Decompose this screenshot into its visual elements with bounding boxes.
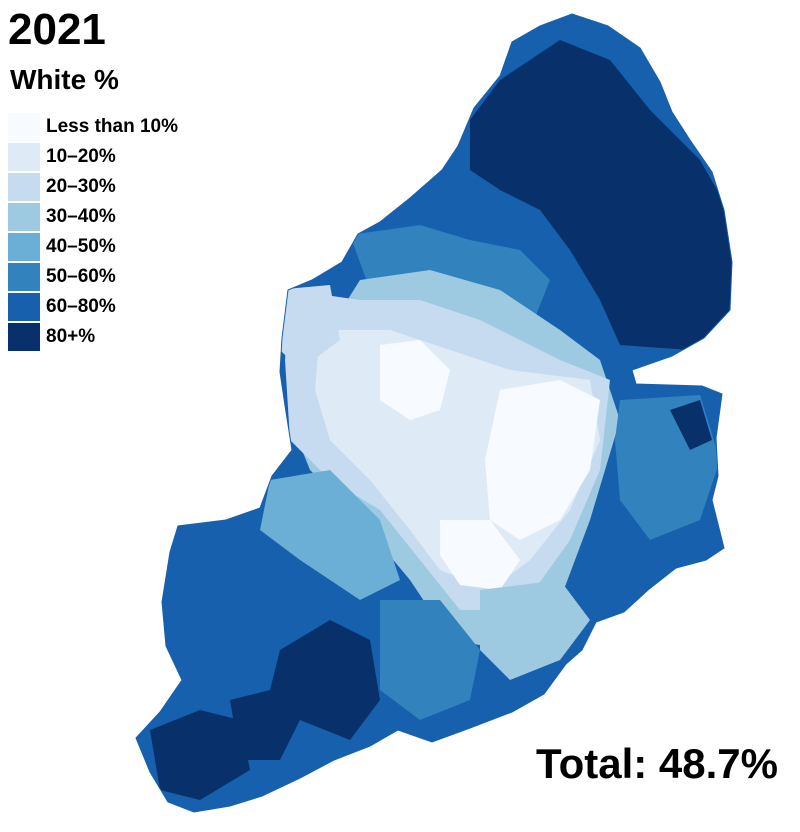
legend-label: 20–30% [46, 176, 116, 197]
legend-item: 80+% [8, 322, 178, 352]
region-w-light [275, 285, 340, 370]
region-west-40-50 [260, 470, 400, 600]
legend-swatch [8, 143, 40, 171]
legend-label: 30–40% [46, 206, 116, 227]
map-title: 2021 [8, 5, 106, 54]
legend-item: Less than 10% [8, 112, 178, 142]
region-sw-dark-1 [270, 620, 380, 740]
legend-swatch [8, 173, 40, 201]
legend-swatch [8, 233, 40, 261]
legend-item: 40–50% [8, 232, 178, 262]
region-core-lt10 [380, 340, 450, 420]
map-subtitle: White % [10, 64, 119, 95]
legend-label: 10–20% [46, 146, 116, 167]
legend-swatch [8, 113, 40, 141]
legend-item: 60–80% [8, 292, 178, 322]
legend-item: 50–60% [8, 262, 178, 292]
region-sw-dark-3 [230, 690, 300, 760]
region-east-dark [670, 400, 712, 450]
region-core-lt10-south [440, 520, 520, 590]
legend-swatch [8, 263, 40, 291]
legend-swatch [8, 203, 40, 231]
legend: Less than 10% 10–20% 20–30% 30–40% 40–50% 50–… [8, 112, 178, 352]
legend-item: 30–40% [8, 202, 178, 232]
region-core-lt10-east [485, 380, 600, 540]
legend-item: 10–20% [8, 142, 178, 172]
total-label: Total: 48.7% [536, 740, 778, 787]
legend-label: 40–50% [46, 236, 116, 257]
region-south-mid [380, 600, 480, 720]
legend-label: 50–60% [46, 266, 116, 287]
region-se-light [480, 580, 590, 680]
legend-swatch [8, 323, 40, 351]
legend-label: 80+% [46, 326, 96, 347]
city-boundary [135, 13, 733, 813]
region-north-dark [470, 40, 732, 350]
legend-label: 60–80% [46, 296, 116, 317]
legend-label: Less than 10% [46, 116, 178, 137]
legend-swatch [8, 293, 40, 321]
region-sw-dark-2 [150, 710, 250, 800]
legend-item: 20–30% [8, 172, 178, 202]
